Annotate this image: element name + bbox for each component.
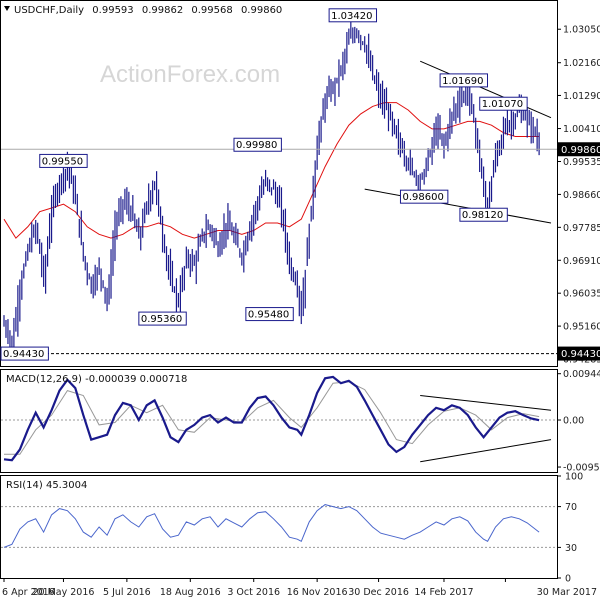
price-trendline (419, 60, 552, 119)
macd-trendline (420, 439, 552, 463)
x-tick: 6 Apr 2016 (2, 587, 55, 598)
price-label-box (233, 137, 282, 152)
rsi-title: RSI(14) 45.3004 (6, 480, 87, 491)
price-label: 0.99550 (42, 156, 83, 167)
price-label-box (479, 96, 528, 111)
price-label: 0.95360 (141, 314, 182, 325)
price-label: 0.94430 (3, 349, 44, 360)
x-tick: 18 Aug 2016 (160, 587, 221, 598)
ohlc-low: 0.99568 (191, 5, 232, 16)
rsi-y-tick: 0 (565, 574, 571, 585)
x-tick: 5 Jul 2016 (103, 587, 151, 598)
reference-price-label: 0.94430 (561, 349, 600, 360)
ohlc-close: 0.99860 (241, 5, 282, 16)
price-y-tick: 1.02160 (563, 58, 600, 69)
price-label-box (459, 207, 508, 222)
price-label: 0.99980 (236, 140, 277, 151)
macd-y-tick: -0.009588 (563, 463, 600, 474)
price-y-tick: 0.97785 (563, 223, 600, 234)
rsi-y-tick: 70 (565, 502, 577, 513)
current-price-label: 0.99860 (561, 145, 600, 156)
x-tick: 3 Oct 2016 (227, 587, 280, 598)
x-tick: 30 Mar 2017 (537, 587, 597, 598)
price-label-box (399, 189, 449, 204)
macd-title: MACD(12,26,9) -0.000039 0.000718 (6, 374, 187, 385)
price-label-box (39, 153, 88, 168)
price-label-box (138, 311, 187, 326)
price-panel-frame (0, 0, 558, 367)
ohlc-high: 0.99862 (142, 5, 183, 16)
x-tick: 14 Feb 2017 (414, 587, 473, 598)
price-label: 1.03420 (331, 11, 372, 22)
watermark: ActionForex.com (100, 61, 280, 88)
price-y-tick: 0.98660 (563, 190, 600, 201)
price-panel: ActionForex.com 0.944300.995500.953600.9… (0, 0, 600, 367)
signal-line (4, 381, 540, 455)
price-label-box (0, 346, 49, 361)
current-price-flag (558, 142, 600, 157)
reference-price-flag (558, 346, 600, 361)
price-label-box (439, 73, 488, 88)
x-tick: 16 Nov 2016 (287, 587, 348, 598)
macd-y-axis: 0.009446 0.00 -0.009588 (557, 369, 600, 474)
rsi-line (3, 504, 540, 548)
price-label-box (245, 307, 294, 322)
price-y-tick: 0.95160 (563, 322, 600, 333)
macd-panel-frame (0, 369, 558, 473)
price-title: USDCHF,Daily 0.99593 0.99862 0.99568 0.9… (14, 5, 282, 16)
symbol-timeframe: USDCHF,Daily (14, 5, 84, 16)
price-label: 0.98120 (462, 210, 503, 221)
price-y-tick: 1.03050 (563, 25, 600, 36)
dropdown-arrow-icon[interactable] (4, 6, 10, 11)
price-y-tick: 0.99535 (563, 157, 600, 168)
rsi-y-tick: 30 (565, 543, 577, 554)
price-y-tick: 0.96910 (563, 256, 600, 267)
price-y-axis: 1.03050 1.02160 1.01290 1.00410 0.99535 0.986… (557, 25, 600, 366)
x-tick: 30 Dec 2016 (348, 587, 409, 598)
price-bars (3, 18, 540, 352)
macd-line (3, 375, 540, 462)
price-y-tick: 1.00410 (563, 124, 600, 135)
price-label: 0.95480 (248, 310, 289, 321)
rsi-y-tick: 100 (565, 472, 583, 483)
x-tick: 20 May 2016 (32, 587, 94, 598)
price-label: 1.01070 (482, 99, 523, 110)
macd-y-tick: 0.009446 (563, 369, 600, 380)
price-label: 0.98600 (402, 192, 443, 203)
price-trendline (364, 188, 552, 224)
macd-trendline (420, 395, 552, 411)
macd-lines (1, 375, 557, 463)
rsi-y-axis: 100 70 30 0 (557, 472, 583, 585)
price-y-tick: 1.01290 (563, 91, 600, 102)
price-y-tick: 0.96035 (563, 289, 600, 300)
macd-panel: MACD(12,26,9) -0.000039 0.000718 0.00944… (0, 369, 600, 474)
price-label: 1.01690 (442, 76, 483, 87)
ohlc-open: 0.99593 (92, 5, 133, 16)
price-labels: 0.94430 0.99550 0.95360 0.99980 0.95480 1.034… (0, 8, 528, 361)
macd-y-tick: 0.00 (563, 416, 584, 427)
rsi-panel-frame (0, 475, 558, 579)
rsi-lines (1, 504, 557, 548)
rsi-panel: RSI(14) 45.3004 100 70 30 0 (0, 472, 583, 585)
price-label-box (328, 8, 378, 23)
